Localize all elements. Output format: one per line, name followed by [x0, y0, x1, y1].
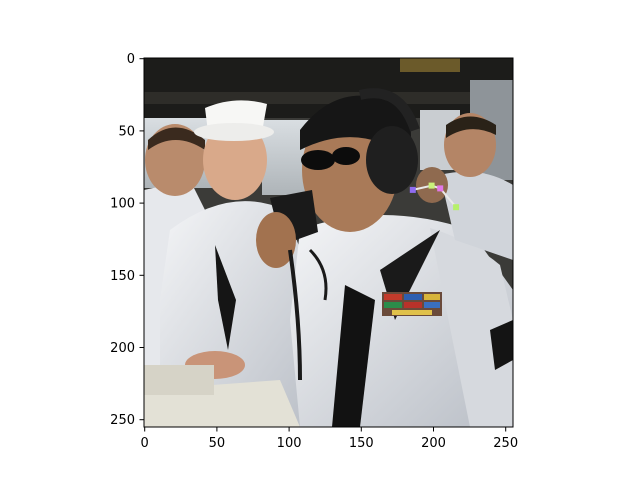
y-tick-label: 50 — [118, 124, 135, 139]
y-axis: 0 50 100 150 200 250 — [110, 52, 144, 428]
x-tick-label: 250 — [493, 436, 518, 451]
x-tick-label: 200 — [421, 436, 446, 451]
y-tick-label: 200 — [110, 341, 135, 356]
headset — [366, 126, 418, 194]
y-tick-label: 250 — [110, 413, 135, 428]
keypoint-overlay — [409, 182, 460, 211]
keypoint-marker — [428, 182, 435, 189]
keypoint-link — [412, 184, 457, 208]
axes-frame — [143, 57, 514, 428]
y-tick-label: 0 — [127, 52, 135, 67]
x-tick-label: 100 — [277, 436, 302, 451]
keypoint-marker — [453, 204, 460, 211]
sunglasses — [301, 150, 335, 170]
x-tick-label: 150 — [349, 436, 374, 451]
neckerchief — [332, 285, 375, 427]
x-tick-label: 0 — [141, 436, 149, 451]
keypoint-marker — [409, 186, 416, 193]
right-sailor-body — [440, 171, 513, 260]
keypoint-marker — [437, 185, 444, 192]
y-tick-label: 100 — [110, 197, 135, 212]
photo — [144, 58, 513, 427]
x-tick-label: 50 — [209, 436, 226, 451]
y-tick-label: 150 — [110, 269, 135, 284]
x-axis: 0 50 100 150 200 250 — [141, 427, 518, 451]
